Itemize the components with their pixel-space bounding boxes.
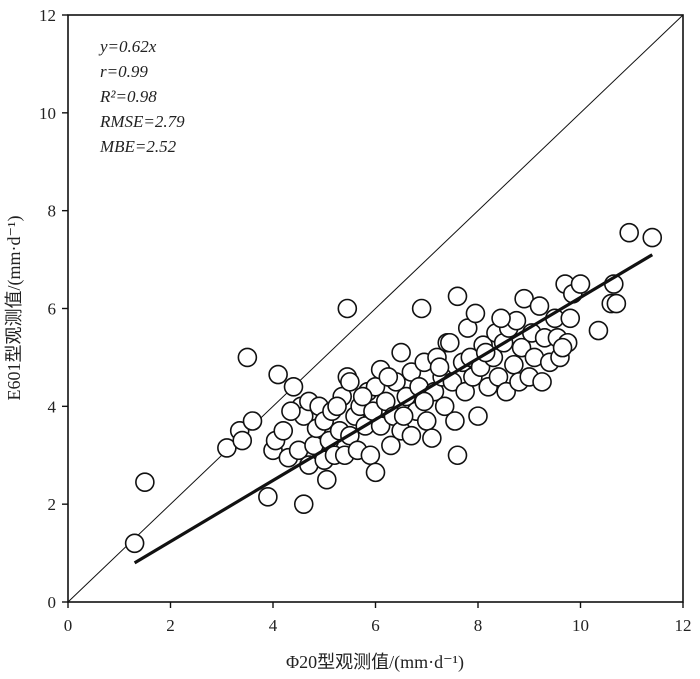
y-axis-title: E601型观测值/(mm·d⁻¹) [4, 216, 25, 401]
stat-annotation: y=0.62x [98, 37, 157, 56]
data-point [606, 293, 627, 314]
one-to-one-reference-line [67, 14, 684, 603]
x-tick-label: 10 [572, 616, 589, 635]
x-axis-title: Φ20型观测值/(mm·d⁻¹) [286, 652, 464, 673]
data-point [124, 533, 145, 554]
data-point [281, 401, 301, 422]
data-points [124, 222, 663, 554]
regression-fit-line [133, 253, 654, 565]
data-point [465, 303, 486, 324]
y-tick-label: 0 [48, 593, 57, 612]
data-point [401, 425, 422, 446]
data-point [283, 376, 304, 397]
data-point [360, 445, 381, 466]
data-point [268, 364, 288, 385]
data-point [340, 372, 360, 392]
data-point [273, 420, 294, 441]
data-point [327, 396, 347, 417]
data-point [429, 357, 450, 378]
data-point [570, 274, 591, 294]
data-point [532, 372, 552, 392]
data-point [237, 347, 258, 368]
x-axis-ticks: 0 2 4 6 8 10 12 [64, 602, 692, 635]
data-point [447, 445, 468, 466]
y-tick-label: 10 [39, 104, 56, 123]
data-point [293, 494, 314, 514]
stat-annotation: RMSE=2.79 [99, 112, 185, 131]
data-point [496, 381, 516, 402]
data-point [232, 430, 253, 451]
data-point [391, 342, 411, 363]
data-point [416, 411, 437, 431]
x-tick-label: 4 [269, 616, 278, 635]
data-point [381, 435, 401, 456]
y-tick-label: 2 [48, 495, 57, 514]
x-tick-label: 2 [166, 616, 175, 635]
data-point [504, 354, 524, 375]
data-point [317, 469, 337, 490]
data-point [588, 320, 609, 341]
y-axis-ticks: 0 2 4 6 8 10 12 [39, 6, 68, 612]
data-point [378, 367, 399, 387]
data-point [352, 386, 373, 407]
data-point [393, 406, 414, 426]
data-point [440, 332, 460, 353]
stat-annotation: r=0.99 [100, 62, 148, 81]
data-point [468, 406, 488, 426]
x-tick-label: 12 [675, 616, 692, 635]
data-point [447, 286, 468, 307]
regression-statistics: y=0.62x r=0.99 R²=0.98 RMSE=2.79 MBE=2.52 [98, 37, 185, 156]
data-point [365, 462, 386, 483]
data-point [619, 222, 639, 243]
data-point [242, 411, 263, 431]
y-tick-label: 6 [48, 300, 57, 319]
x-tick-label: 6 [371, 616, 380, 635]
data-point [135, 472, 155, 492]
data-point [445, 411, 465, 431]
y-tick-label: 12 [39, 6, 56, 25]
y-tick-label: 8 [48, 202, 57, 221]
stat-annotation: R²=0.98 [99, 87, 157, 106]
data-point [560, 308, 581, 329]
data-point [411, 298, 432, 319]
data-point [552, 337, 573, 358]
data-point [642, 227, 663, 248]
data-point [491, 308, 511, 329]
y-tick-label: 4 [48, 397, 57, 416]
data-point [337, 298, 358, 319]
stat-annotation: MBE=2.52 [99, 137, 177, 156]
x-tick-label: 0 [64, 616, 73, 635]
data-point [422, 428, 442, 448]
data-point [434, 396, 455, 417]
data-point [414, 391, 434, 412]
data-point [258, 487, 278, 507]
data-point [511, 337, 532, 358]
x-tick-label: 8 [474, 616, 483, 635]
data-point [529, 296, 550, 316]
